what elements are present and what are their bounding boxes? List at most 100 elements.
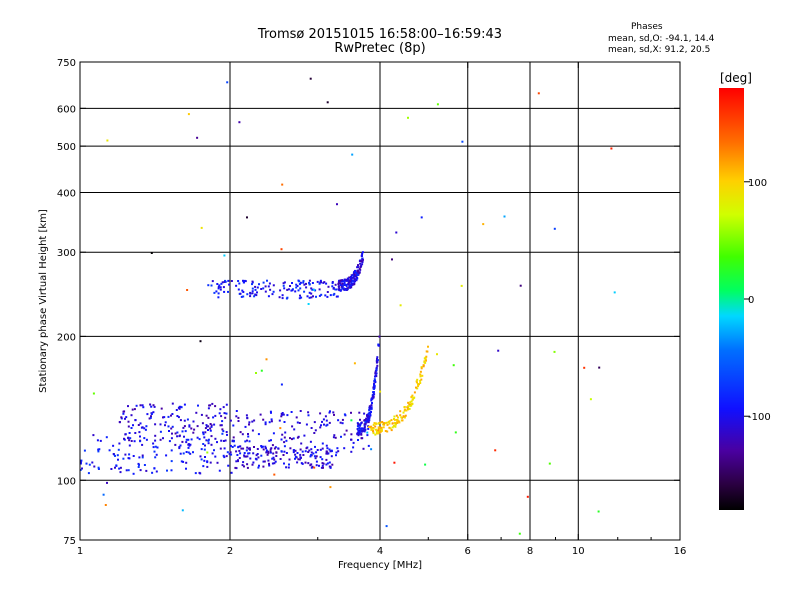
data-point	[371, 394, 374, 396]
data-point	[325, 419, 328, 422]
data-point	[219, 288, 222, 291]
data-point	[352, 441, 355, 444]
data-point	[219, 424, 222, 427]
data-point	[411, 398, 414, 401]
data-point	[328, 461, 331, 464]
data-point	[329, 410, 331, 413]
data-point	[368, 419, 371, 422]
data-point	[343, 283, 346, 286]
data-point	[200, 413, 203, 416]
data-point	[241, 464, 244, 467]
data-point	[320, 293, 323, 296]
data-point	[373, 380, 376, 382]
data-point	[221, 420, 224, 423]
y-tick-label: 400	[57, 188, 76, 199]
data-point	[266, 453, 269, 456]
data-point	[361, 257, 364, 260]
data-point	[222, 454, 225, 457]
data-point	[170, 460, 173, 463]
data-point	[220, 282, 223, 285]
data-point	[264, 290, 267, 293]
data-point	[315, 460, 318, 463]
data-point	[233, 439, 235, 442]
data-point	[256, 286, 259, 289]
data-point	[238, 457, 241, 459]
data-point	[243, 454, 246, 457]
data-point	[249, 291, 252, 294]
data-point	[389, 427, 392, 430]
data-point	[262, 418, 265, 421]
data-point	[182, 460, 185, 463]
data-point	[367, 420, 370, 423]
data-point	[230, 280, 233, 282]
data-point	[285, 297, 288, 300]
data-point	[260, 454, 263, 457]
data-point	[325, 450, 328, 453]
data-point	[610, 147, 613, 150]
data-point	[237, 446, 240, 449]
data-point	[332, 287, 335, 290]
data-point	[311, 288, 314, 291]
data-point	[370, 448, 373, 451]
data-point	[222, 440, 225, 442]
data-point	[283, 450, 286, 453]
data-point	[187, 113, 190, 116]
data-point	[205, 424, 208, 427]
data-point	[281, 412, 284, 414]
data-point	[419, 373, 422, 376]
data-point	[249, 457, 252, 460]
data-point	[363, 430, 366, 433]
data-point	[326, 447, 329, 450]
data-point	[376, 356, 379, 359]
data-point	[424, 463, 427, 466]
data-point	[359, 265, 362, 268]
data-point	[410, 400, 413, 403]
data-point	[79, 461, 82, 464]
data-point	[351, 279, 354, 282]
data-point	[185, 461, 188, 464]
data-point	[272, 452, 275, 455]
data-point	[122, 412, 125, 415]
data-point	[319, 448, 322, 451]
data-point	[166, 469, 168, 472]
data-point	[153, 467, 156, 470]
data-point	[118, 421, 121, 424]
data-point	[181, 430, 184, 433]
data-point	[207, 429, 209, 431]
data-point	[128, 439, 131, 442]
data-point	[220, 415, 223, 418]
data-point	[190, 427, 193, 430]
data-point	[366, 416, 369, 419]
data-point	[286, 414, 289, 417]
data-point	[243, 455, 246, 458]
data-point	[305, 447, 308, 450]
data-point	[337, 281, 340, 284]
data-point	[214, 455, 217, 458]
data-point	[176, 415, 179, 417]
data-point	[170, 437, 173, 440]
data-point	[366, 431, 369, 434]
data-point	[332, 436, 335, 439]
data-point	[379, 428, 382, 431]
data-point	[159, 438, 162, 441]
data-point	[255, 372, 257, 374]
data-point	[358, 267, 361, 270]
data-point	[265, 358, 268, 361]
data-point	[139, 404, 142, 407]
data-point	[341, 287, 344, 290]
data-point	[229, 451, 232, 454]
data-point	[343, 413, 346, 416]
data-point	[420, 216, 423, 219]
data-point	[372, 427, 375, 430]
data-point	[357, 434, 360, 437]
data-point	[436, 103, 439, 106]
data-point	[204, 427, 207, 430]
data-point	[259, 413, 262, 416]
data-point	[149, 416, 152, 419]
data-point	[239, 445, 242, 448]
data-point	[152, 446, 155, 449]
data-point	[303, 290, 306, 293]
data-point	[280, 415, 283, 418]
data-point	[214, 414, 217, 417]
data-point	[313, 455, 316, 458]
